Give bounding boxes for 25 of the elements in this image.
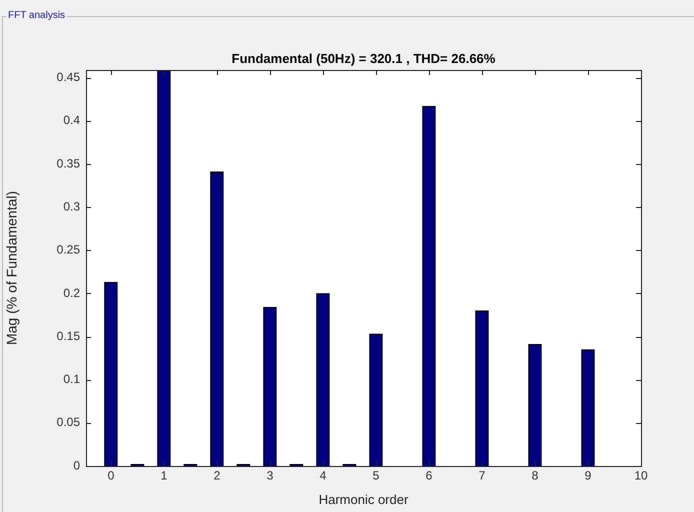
x-tick-label: 5 — [372, 468, 380, 483]
y-tick-label: 0.1 — [63, 372, 80, 386]
chart-title: Fundamental (50Hz) = 320.1 , THD= 26.66% — [232, 51, 496, 66]
y-axis-title: Mag (% of Fundamental) — [3, 190, 20, 346]
x-tick-label: 2 — [214, 468, 221, 483]
y-tick-label: 0.2 — [63, 286, 80, 300]
x-tick-label: 1 — [160, 468, 168, 483]
x-tick-label: 7 — [478, 468, 486, 483]
y-tick-label: 0.4 — [63, 113, 80, 128]
y-tick-label: 0.15 — [56, 328, 80, 343]
y-tick-label: 0.35 — [56, 156, 80, 170]
y-tick-label: 0.25 — [56, 242, 80, 257]
y-tick-label: 0.45 — [56, 70, 80, 84]
y-tick-label: 0 — [73, 458, 80, 472]
x-tick-label: 3 — [266, 468, 274, 483]
x-tick-label: 6 — [426, 468, 433, 483]
y-tick-label: 0.05 — [56, 415, 80, 430]
x-tick-label: 0 — [108, 468, 115, 483]
text: FFT analysis — [6, 10, 68, 21]
x-tick-label: 4 — [320, 468, 327, 483]
x-axis-title: Harmonic order — [318, 492, 409, 507]
x-tick-label: 10 — [634, 468, 648, 483]
x-tick-label: 8 — [532, 468, 539, 483]
x-tick-label: 9 — [584, 468, 592, 483]
y-tick-label: 0.3 — [63, 199, 80, 214]
